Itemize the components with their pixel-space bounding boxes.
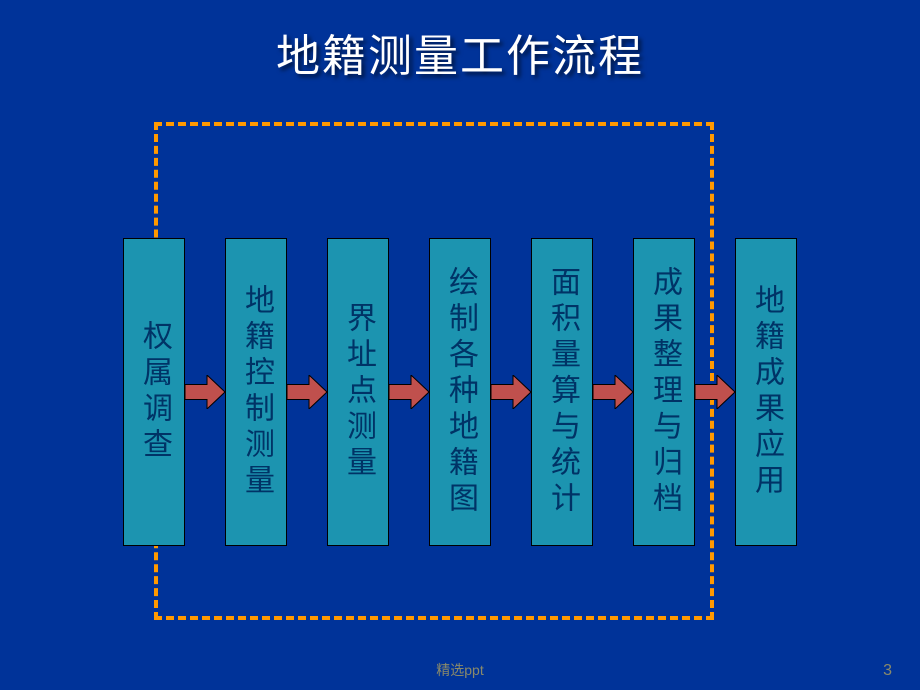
- flow-step: 地籍成果应用: [735, 238, 797, 546]
- flow-step: 界址点测量: [327, 238, 389, 546]
- flow-arrow-icon: [185, 375, 225, 409]
- flow-arrow-icon: [695, 375, 735, 409]
- page-number: 3: [883, 662, 892, 680]
- flow-arrow-icon: [287, 375, 327, 409]
- flow-arrow-icon: [593, 375, 633, 409]
- flow-step: 成果整理与归档: [633, 238, 695, 546]
- slide-title: 地籍测量工作流程: [0, 0, 920, 84]
- flow-arrow-icon: [491, 375, 531, 409]
- flow-step: 权属调查: [123, 238, 185, 546]
- flow-arrow-icon: [389, 375, 429, 409]
- flow-row: 权属调查地籍控制测量界址点测量绘制各种地籍图面积量算与统计成果整理与归档地籍成果…: [0, 238, 920, 546]
- flow-step: 绘制各种地籍图: [429, 238, 491, 546]
- footer-label: 精选ppt: [436, 660, 483, 680]
- flow-step: 面积量算与统计: [531, 238, 593, 546]
- flow-step: 地籍控制测量: [225, 238, 287, 546]
